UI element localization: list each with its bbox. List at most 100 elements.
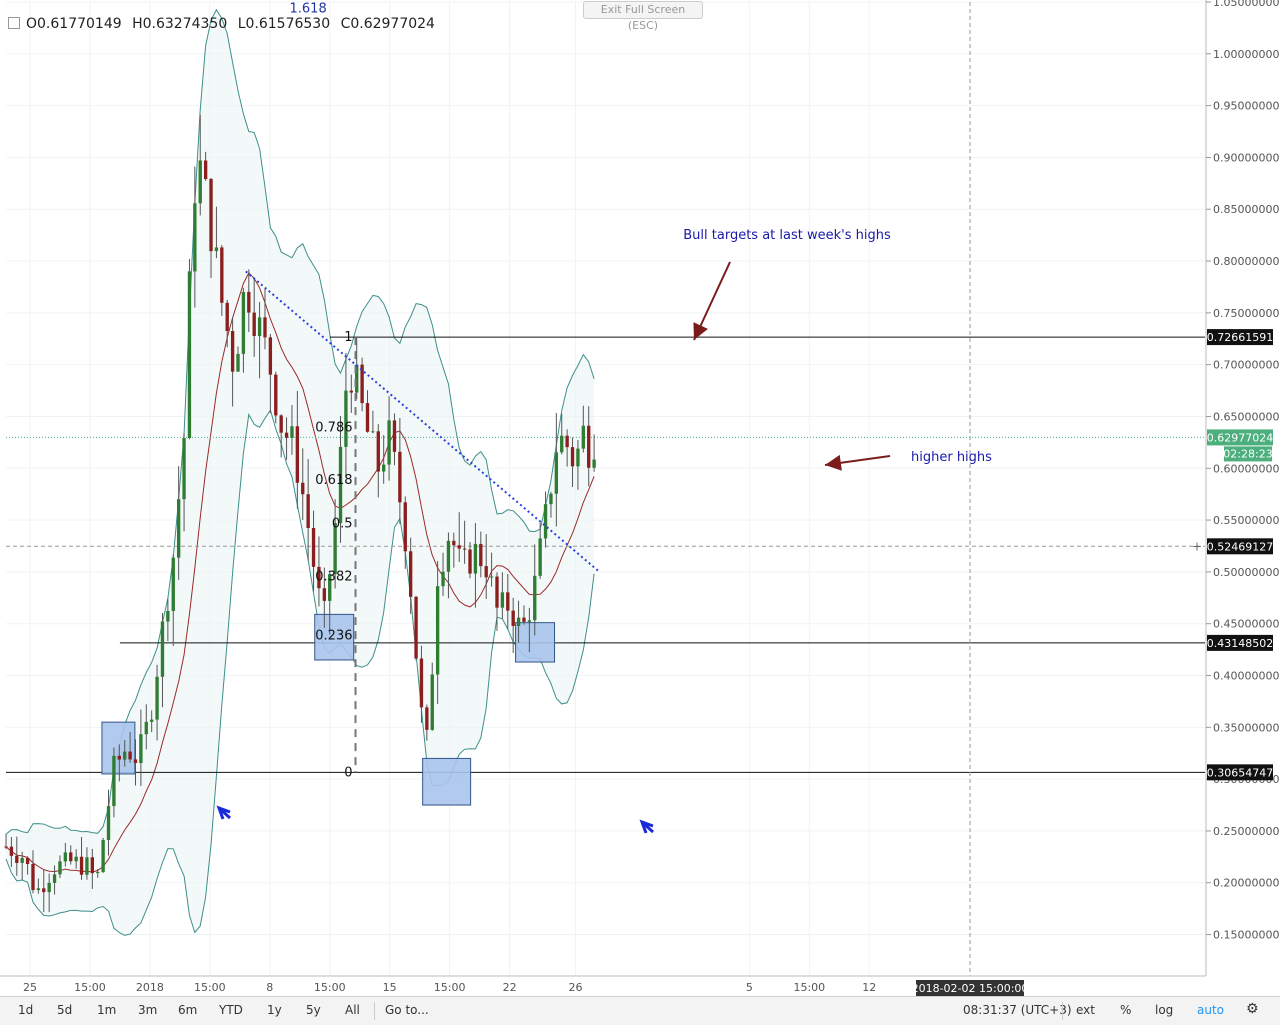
tf-6m[interactable]: 6m	[178, 1003, 198, 1017]
y-tick-label: 0.65000000	[1213, 410, 1279, 423]
auto-button[interactable]: auto	[1197, 1003, 1225, 1017]
candle-body	[328, 574, 332, 601]
candle-body	[479, 543, 483, 567]
y-tick-label: 0.55000000	[1213, 514, 1279, 527]
price-label-box	[1207, 329, 1273, 346]
candle-body	[306, 494, 310, 528]
y-tick-label: 0.45000000	[1213, 618, 1279, 631]
support-box	[422, 757, 472, 806]
y-tick-label: 0.80000000	[1213, 255, 1279, 268]
candle-body	[198, 160, 202, 204]
price-label-box	[1207, 429, 1273, 446]
candles	[4, 114, 596, 913]
price-label-box	[1207, 634, 1273, 651]
candle-body	[365, 403, 370, 432]
support-box	[314, 613, 355, 661]
candle-body	[133, 759, 138, 764]
candle-body	[495, 576, 499, 608]
tf-1d[interactable]: 1d	[18, 1003, 34, 1017]
candle-body	[587, 425, 591, 468]
candle-body	[171, 557, 175, 612]
goto-button[interactable]: Go to...	[385, 1003, 429, 1017]
legend-low: L0.61576530	[237, 16, 331, 32]
candle-body	[236, 353, 240, 372]
candle-body	[446, 540, 451, 572]
candle-body	[387, 420, 391, 465]
candle-body	[193, 203, 197, 272]
tf-5d[interactable]: 5d	[57, 1003, 73, 1017]
x-tick-label: 25	[23, 981, 37, 994]
fib-label: 0.382	[315, 569, 352, 584]
candle-body	[150, 719, 154, 722]
candle-body	[166, 611, 170, 622]
candle-body	[290, 426, 294, 438]
arrow-icon	[693, 261, 731, 341]
x-tick-label: 15:00	[194, 981, 226, 994]
candle-body	[36, 888, 41, 891]
fib-label: 1.618	[290, 1, 327, 16]
x-tick-label: 15	[383, 981, 397, 994]
bottom-toolbar: 1d 5d 1m 3m 6m YTD 1y 5y All Go to... 08…	[0, 996, 1280, 1025]
candle-body	[419, 658, 424, 708]
x-tick-label: 26	[569, 981, 583, 994]
x-tick-label: 22	[503, 981, 517, 994]
log-button[interactable]: log	[1155, 1003, 1174, 1017]
gear-icon[interactable]: ⚙	[1246, 1001, 1259, 1017]
time-label-box	[916, 980, 1024, 996]
tf-5y[interactable]: 5y	[306, 1003, 321, 1017]
candle-body	[214, 247, 219, 252]
candle-body	[435, 586, 440, 675]
time-label: 2018-02-02 15:00:00	[912, 982, 1029, 995]
candle-body	[203, 160, 208, 179]
up-arrow-icon	[639, 819, 655, 834]
candle-body	[527, 620, 532, 622]
price-chart[interactable]: 1.618 1 0.786 0.618 0.5 0.382 0.236 0 Bull targ…	[0, 0, 1280, 996]
exit-fullscreen-button[interactable]: Exit Full Screen (ESC)	[583, 1, 703, 32]
candle-body	[355, 364, 359, 393]
candle-body	[592, 459, 596, 468]
tf-1y[interactable]: 1y	[267, 1003, 282, 1017]
candle-body	[554, 452, 559, 494]
y-tick-label: 0.40000000	[1213, 670, 1279, 683]
support-box	[101, 721, 136, 775]
candle-body	[301, 482, 305, 495]
fib-label: 0.786	[315, 420, 352, 435]
candle-body	[247, 291, 251, 313]
y-tick-label: 0.90000000	[1213, 151, 1279, 164]
candle-body	[425, 707, 429, 730]
candle-body	[398, 451, 402, 503]
tf-all[interactable]: All	[345, 1003, 360, 1017]
candle-body	[322, 588, 327, 601]
y-tick-label: 0.95000000	[1213, 100, 1279, 113]
ohlc-legend: O0.61770149 H0.63274350 L0.61576530 C0.6…	[8, 16, 435, 32]
candle-body	[581, 425, 585, 449]
fibonacci-levels: 1.618 1 0.786 0.618 0.5 0.382 0.236 0	[290, 1, 357, 780]
tf-ytd[interactable]: YTD	[219, 1003, 243, 1017]
legend-high: H0.63274350	[132, 16, 228, 32]
candle-body	[489, 576, 494, 578]
candle-body	[74, 856, 78, 862]
candle-body	[349, 390, 353, 393]
ext-button[interactable]: ext	[1076, 1003, 1095, 1017]
tf-1m[interactable]: 1m	[97, 1003, 117, 1017]
percent-button[interactable]: %	[1120, 1003, 1132, 1017]
candle-body	[257, 317, 262, 337]
candle-body	[209, 178, 213, 252]
fib-label: 0.236	[315, 629, 352, 644]
candle-body	[96, 871, 100, 874]
countdown-box	[1224, 446, 1272, 462]
candle-body	[295, 426, 300, 483]
candle-body	[101, 839, 105, 872]
candle-body	[25, 857, 30, 865]
candle-body	[182, 438, 186, 500]
candle-body	[408, 551, 413, 597]
candle-body	[63, 852, 68, 862]
y-tick-label: 0.85000000	[1213, 203, 1279, 216]
x-tick-label: 5	[746, 981, 753, 994]
candle-body	[522, 617, 526, 622]
candle-body	[500, 592, 505, 608]
candle-body	[9, 846, 14, 856]
tf-3m[interactable]: 3m	[138, 1003, 158, 1017]
clock: 08:31:37 (UTC+3)	[963, 1003, 1072, 1017]
x-tick-label: 15:00	[793, 981, 825, 994]
